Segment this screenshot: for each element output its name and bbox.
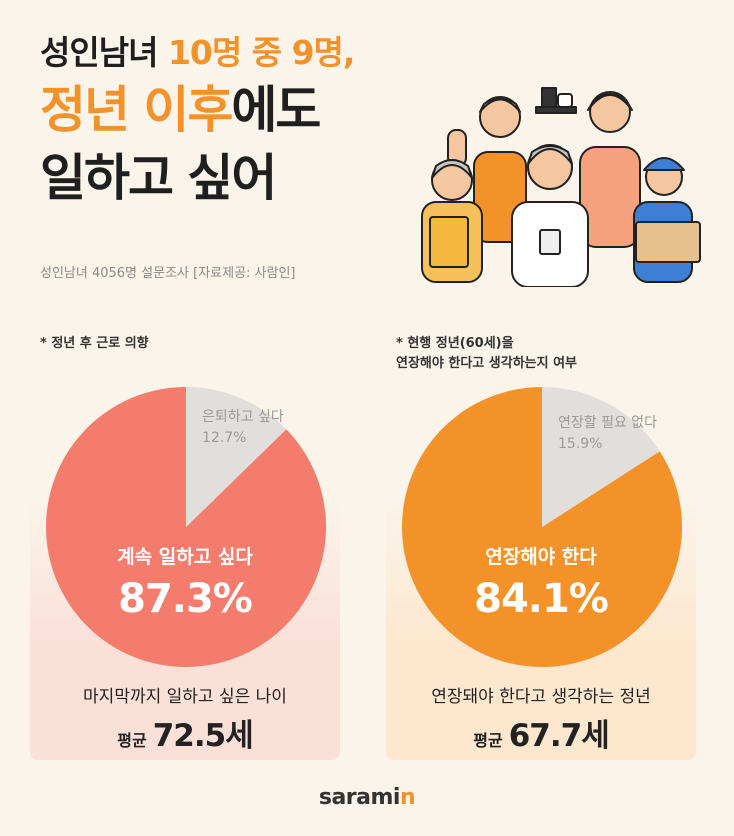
- minor-slice-value: 12.7%: [202, 430, 247, 446]
- minor-slice-label: 은퇴하고 싶다: [202, 409, 284, 425]
- minor-slice-value: 15.9%: [558, 436, 603, 452]
- headline-line-1-part-a: 성인남녀: [40, 33, 158, 72]
- headline: 성인남녀 10명 중 9명, 정년 이후에도 일하고 싶어: [40, 30, 355, 212]
- senior-workers-illustration: [421, 87, 701, 287]
- headline-line-2: 정년 이후에도: [40, 76, 354, 144]
- major-slice-value: 87.3%: [118, 576, 253, 622]
- card-retirement-extension: * 현행 정년(60세)을 연장해야 한다고 생각하는지 여부 연장할 필요 없…: [386, 320, 696, 760]
- question-line-2: 연장해야 한다고 생각하는지 여부: [396, 356, 578, 371]
- question-line-1: * 현행 정년(60세)을: [396, 336, 514, 351]
- average-label: 평균: [473, 731, 503, 750]
- pie-slice-retire: [186, 387, 287, 527]
- pie-chart-work-intention: [45, 387, 326, 667]
- pie-slice-no-need: [542, 387, 660, 527]
- major-slice-value: 84.1%: [474, 576, 609, 622]
- headline-line-1: 성인남녀 10명 중 9명,: [40, 30, 355, 76]
- headline-line-3: 일하고 싶어: [40, 149, 277, 207]
- headline-line-1-part-b: 10명 중 9명,: [167, 33, 355, 72]
- pie-chart-extension-opinion: [402, 387, 682, 667]
- question-label: * 현행 정년(60세)을 연장해야 한다고 생각하는지 여부: [396, 334, 577, 374]
- question-label: * 정년 후 근로 의향: [40, 336, 149, 351]
- average-age: 평균 67.7세: [386, 710, 696, 755]
- age-question: 마지막까지 일하고 싶은 나이: [83, 687, 287, 707]
- average-age: 평균 72.5세: [30, 710, 340, 755]
- age-question: 연장돼야 한다고 생각하는 정년: [431, 687, 651, 707]
- major-slice-label: 연장해야 한다: [485, 546, 597, 568]
- average-value: 72.5세: [152, 718, 254, 754]
- major-slice-label: 계속 일하고 싶다: [117, 546, 253, 568]
- headline-line-2-part-b: 에도: [231, 81, 321, 139]
- logo-accent: n: [399, 785, 416, 810]
- saramin-logo: saramin: [0, 785, 734, 810]
- minor-slice-label: 연장할 필요 없다: [558, 415, 658, 431]
- card-retirement-intention: * 정년 후 근로 의향 은퇴하고 싶다 12.7% 계속 일하고 싶다 87.…: [30, 320, 340, 760]
- average-value: 67.7세: [508, 718, 610, 754]
- average-label: 평균: [117, 731, 147, 750]
- survey-note: 성인남녀 4056명 설문조사 [자료제공: 사람인]: [40, 266, 296, 281]
- logo-text: sarami: [318, 785, 401, 810]
- headline-line-2-part-a: 정년 이후: [40, 81, 233, 139]
